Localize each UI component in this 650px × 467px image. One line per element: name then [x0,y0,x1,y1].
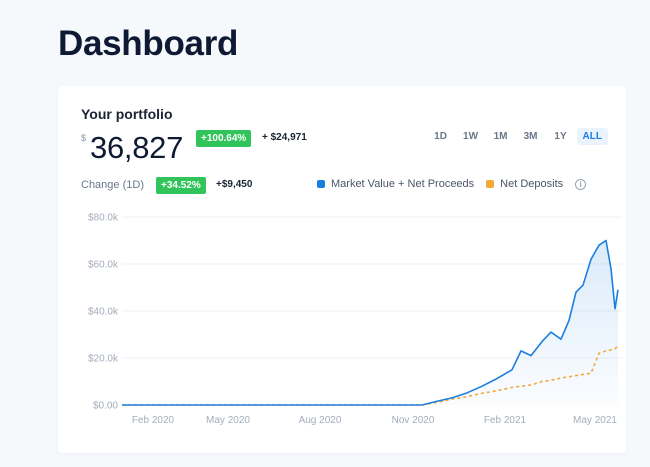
svg-text:Aug 2020: Aug 2020 [299,415,342,426]
y-axis-labels: $0.00 $20.0k $40.0k $60.0k $80.0k [88,213,119,412]
portfolio-card: Your portfolio $ 36,827 +100.64% + $24,9… [58,86,626,453]
svg-text:$20.0k: $20.0k [88,354,119,365]
change-label: Change (1D) [81,179,144,191]
portfolio-chart[interactable]: $0.00 $20.0k $40.0k $60.0k $80.0k Feb 2020 Ma… [58,86,626,453]
legend-label-market-value: Market Value + Net Proceeds [331,178,475,190]
day-change-amount: +$9,450 [216,179,253,190]
svg-text:Feb 2021: Feb 2021 [484,415,527,426]
info-icon[interactable]: i [575,178,587,190]
market-value-line [122,239,619,406]
total-change-badge: +100.64% [196,130,252,147]
market-value-area [122,240,618,405]
x-axis-labels: Feb 2020 May 2020 Aug 2020 Nov 2020 Feb 2021… [132,415,618,426]
range-1w-button[interactable]: 1W [463,131,479,142]
currency-symbol: $ [81,133,87,143]
legend-label-net-deposits: Net Deposits [500,178,564,190]
svg-text:$40.0k: $40.0k [88,307,119,318]
legend-dot-market-value [317,180,325,188]
range-all-button[interactable]: ALL [576,128,608,145]
portfolio-title: Your portfolio [81,106,173,122]
svg-text:Feb 2020: Feb 2020 [132,415,175,426]
svg-text:$80.0k: $80.0k [88,213,119,224]
range-1y-button[interactable]: 1Y [554,131,567,142]
range-1m-button[interactable]: 1M [493,131,508,142]
legend-dot-net-deposits [486,180,495,188]
day-change-badge: +34.52% [156,177,206,194]
portfolio-value: 36,827 [90,130,184,165]
legend-net-deposits[interactable]: Net Deposits [486,178,563,190]
legend-market-value[interactable]: Market Value + Net Proceeds [317,178,474,190]
range-3m-button[interactable]: 3M [523,131,538,142]
range-1d-button[interactable]: 1D [434,131,447,142]
svg-text:May 2021: May 2021 [573,415,617,426]
svg-text:$60.0k: $60.0k [88,260,119,271]
time-range-selector: 1D 1W 1M 3M 1Y ALL [427,128,608,145]
svg-text:$0.00: $0.00 [93,401,118,412]
page-title: Dashboard [58,24,239,63]
svg-text:Nov 2020: Nov 2020 [392,415,435,426]
total-change-amount: + $24,971 [262,132,307,143]
chart-legend: Market Value + Net Proceeds Net Deposits… [317,178,587,190]
svg-text:May 2020: May 2020 [206,415,250,426]
